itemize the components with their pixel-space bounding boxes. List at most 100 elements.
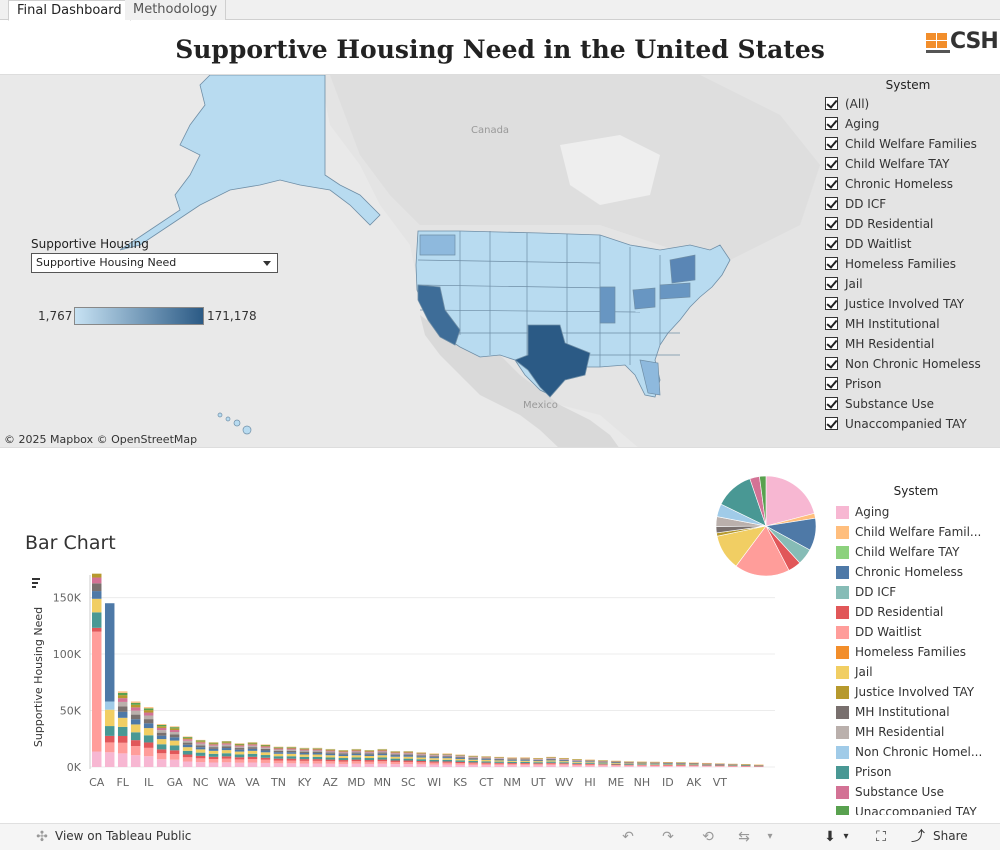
bar-segment bbox=[156, 726, 167, 728]
bar-segment bbox=[143, 708, 154, 711]
bar-segment bbox=[416, 752, 426, 754]
bar-segment bbox=[533, 758, 543, 760]
bar-segment bbox=[520, 758, 530, 759]
bar-segment bbox=[676, 762, 686, 763]
bar-segment bbox=[455, 757, 465, 758]
view-on-tableau-link[interactable]: View on Tableau Public bbox=[55, 829, 192, 843]
bar-segment bbox=[169, 737, 180, 741]
label-mexico: Mexico bbox=[523, 400, 558, 411]
filter-item-label: Aging bbox=[845, 117, 880, 131]
checkbox-checked-icon[interactable] bbox=[825, 257, 838, 270]
checkbox-checked-icon[interactable] bbox=[825, 237, 838, 250]
map-credit[interactable]: © 2025 Mapbox © OpenStreetMap bbox=[4, 433, 198, 446]
tab-methodology[interactable]: Methodology bbox=[125, 0, 227, 20]
checkbox-checked-icon[interactable] bbox=[825, 137, 838, 150]
system-filter: System (All) Aging Child Welfare Families C… bbox=[816, 74, 1000, 448]
bar-segment bbox=[390, 752, 401, 754]
bar-segment bbox=[299, 760, 310, 764]
undo-icon[interactable]: ↶ bbox=[622, 829, 634, 845]
tab-final-dashboard[interactable]: Final Dashboard bbox=[8, 0, 131, 21]
bar-segment bbox=[468, 763, 478, 765]
checkbox-checked-icon[interactable] bbox=[825, 277, 838, 290]
x-tick-label: MN bbox=[373, 776, 391, 789]
bar-segment bbox=[702, 766, 712, 767]
bar-segment bbox=[130, 710, 141, 715]
bar-segment bbox=[351, 755, 362, 758]
bar-segment bbox=[702, 765, 712, 767]
bar-segment bbox=[299, 747, 310, 749]
bar-segment bbox=[273, 748, 284, 750]
checkbox-checked-icon[interactable] bbox=[825, 117, 838, 130]
bar-segment bbox=[663, 766, 673, 767]
bar-segment bbox=[92, 612, 102, 628]
pie-slice[interactable] bbox=[765, 475, 815, 527]
bar-segment bbox=[325, 755, 336, 758]
bar-segment bbox=[481, 759, 491, 761]
bar-segment bbox=[585, 765, 595, 767]
filter-item-label: Homeless Families bbox=[845, 257, 956, 271]
bar-segment bbox=[221, 741, 232, 742]
chevron-down-icon[interactable]: ▾ bbox=[767, 831, 773, 842]
share-icon[interactable]: ⤴ bbox=[911, 829, 925, 845]
revert-icon[interactable]: ⟲ bbox=[702, 829, 714, 845]
share-button[interactable]: Share bbox=[933, 829, 968, 843]
bar-segment bbox=[117, 701, 128, 707]
bar-segment bbox=[221, 748, 232, 751]
bar-segment bbox=[299, 754, 310, 757]
legend-label: MH Institutional bbox=[855, 705, 950, 719]
x-tick-label: AK bbox=[686, 776, 702, 789]
checkbox-checked-icon[interactable] bbox=[825, 197, 838, 210]
supportive-housing-dropdown[interactable]: Supportive Housing Need bbox=[31, 253, 278, 273]
checkbox-checked-icon[interactable] bbox=[825, 417, 838, 430]
bar-segment bbox=[611, 763, 621, 765]
bar-segment bbox=[637, 762, 647, 764]
checkbox-checked-icon[interactable] bbox=[825, 397, 838, 410]
checkbox-checked-icon[interactable] bbox=[825, 377, 838, 390]
bar-segment bbox=[377, 753, 388, 756]
checkbox-checked-icon[interactable] bbox=[825, 97, 838, 110]
checkbox-checked-icon[interactable] bbox=[825, 177, 838, 190]
bar-segment bbox=[455, 763, 465, 765]
bar-segment bbox=[429, 756, 439, 758]
bar-segment bbox=[247, 759, 258, 763]
bar-segment bbox=[104, 701, 115, 710]
bar-segment bbox=[182, 736, 193, 738]
pie-slice[interactable] bbox=[759, 475, 767, 527]
checkbox-checked-icon[interactable] bbox=[825, 297, 838, 310]
fullscreen-icon[interactable]: ⛶ bbox=[876, 829, 886, 845]
bar-segment bbox=[364, 755, 375, 759]
x-tick-label: NH bbox=[634, 776, 651, 789]
state-tx bbox=[514, 324, 591, 398]
checkbox-checked-icon[interactable] bbox=[825, 317, 838, 330]
bar-segment bbox=[559, 759, 569, 760]
refresh-icon[interactable]: ⇆ bbox=[738, 829, 750, 845]
bar-segment bbox=[208, 742, 219, 743]
chevron-down-icon[interactable]: ▾ bbox=[843, 831, 849, 842]
bar-segment bbox=[611, 762, 621, 764]
checkbox-checked-icon[interactable] bbox=[825, 337, 838, 350]
bar-segment bbox=[416, 759, 426, 761]
bar-segment bbox=[533, 763, 543, 765]
bar-segment bbox=[416, 755, 426, 757]
redo-icon[interactable]: ↷ bbox=[662, 829, 674, 845]
bar-segment bbox=[377, 752, 388, 754]
bar-segment bbox=[260, 744, 271, 746]
legend-label: DD Waitlist bbox=[855, 625, 922, 639]
bar-segment bbox=[611, 762, 621, 763]
pie-slice[interactable] bbox=[735, 525, 790, 577]
checkbox-checked-icon[interactable] bbox=[825, 157, 838, 170]
download-icon[interactable]: ⬇ bbox=[824, 829, 836, 845]
bar-segment bbox=[689, 762, 699, 763]
checkbox-checked-icon[interactable] bbox=[825, 357, 838, 370]
checkbox-checked-icon[interactable] bbox=[825, 217, 838, 230]
bar-segment bbox=[507, 759, 517, 761]
bar-segment bbox=[494, 761, 504, 763]
legend-label: Prison bbox=[855, 765, 892, 779]
bar-segment bbox=[611, 765, 621, 767]
bar-segment bbox=[650, 766, 660, 767]
bar-segment bbox=[221, 743, 232, 745]
bar-segment bbox=[442, 753, 452, 755]
bar-segment bbox=[741, 765, 751, 767]
bar-segment bbox=[156, 727, 167, 731]
bar-segment bbox=[559, 757, 569, 759]
